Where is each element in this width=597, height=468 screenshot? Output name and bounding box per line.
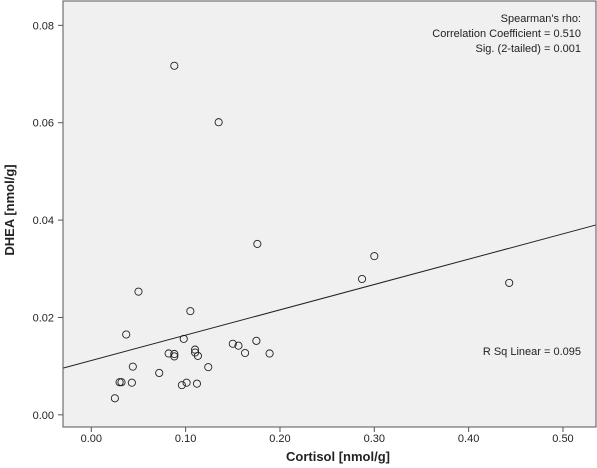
data-point bbox=[170, 352, 179, 361]
data-point bbox=[357, 274, 367, 284]
fit-line bbox=[62, 224, 597, 369]
correlation-coefficient: Correlation Coefficient = 0.510 bbox=[432, 28, 581, 40]
data-points bbox=[110, 61, 514, 403]
data-point bbox=[182, 378, 191, 387]
plot-area bbox=[63, 1, 596, 427]
data-point bbox=[241, 348, 250, 358]
data-point bbox=[134, 287, 143, 296]
x-tick-label: 0.00 bbox=[81, 433, 102, 445]
y-tick-label: 0.06 bbox=[33, 118, 54, 130]
data-point bbox=[127, 378, 136, 387]
data-point bbox=[234, 341, 243, 350]
data-point bbox=[170, 349, 179, 359]
data-point bbox=[265, 349, 274, 358]
x-tick-label: 0.30 bbox=[364, 433, 385, 445]
data-point bbox=[179, 334, 188, 343]
data-point bbox=[192, 379, 202, 388]
x-tick-label: 0.50 bbox=[552, 433, 573, 445]
y-tick-label: 0.04 bbox=[33, 215, 54, 227]
data-point bbox=[128, 362, 137, 371]
y-tick-label: 0.08 bbox=[33, 20, 54, 32]
data-point bbox=[110, 394, 119, 403]
x-tick-label: 0.40 bbox=[458, 433, 479, 445]
data-point bbox=[370, 252, 379, 261]
significance: Sig. (2-tailed) = 0.001 bbox=[476, 43, 581, 55]
r-sq-linear: R Sq Linear = 0.095 bbox=[483, 346, 581, 358]
data-point bbox=[155, 368, 164, 378]
data-point bbox=[252, 336, 261, 345]
data-point bbox=[204, 363, 213, 372]
data-point bbox=[122, 330, 131, 339]
data-point bbox=[115, 378, 124, 387]
data-point bbox=[193, 351, 202, 360]
x-axis-title: Cortisol [nmol/g] bbox=[286, 449, 390, 464]
y-tick-label: 0.00 bbox=[33, 410, 54, 422]
y-tick-label: 0.02 bbox=[33, 312, 54, 324]
data-point bbox=[186, 307, 195, 316]
y-axis-title: DHEA [nmol/g] bbox=[2, 164, 17, 255]
spearman-title: Spearman's rho: bbox=[501, 13, 581, 25]
data-point bbox=[505, 278, 514, 287]
data-point bbox=[117, 378, 126, 387]
axis-ticks: 0.00 0.10 0.20 0.30 0.40 0.50 0.00 0.02 0.04 0.06… bbox=[33, 20, 574, 445]
x-tick-label: 0.10 bbox=[175, 433, 196, 445]
data-point bbox=[177, 381, 186, 390]
data-point bbox=[228, 339, 237, 348]
plot-border bbox=[62, 0, 597, 428]
data-point bbox=[214, 118, 223, 127]
data-point bbox=[253, 239, 262, 248]
data-point bbox=[170, 61, 179, 70]
x-tick-label: 0.20 bbox=[269, 433, 290, 445]
